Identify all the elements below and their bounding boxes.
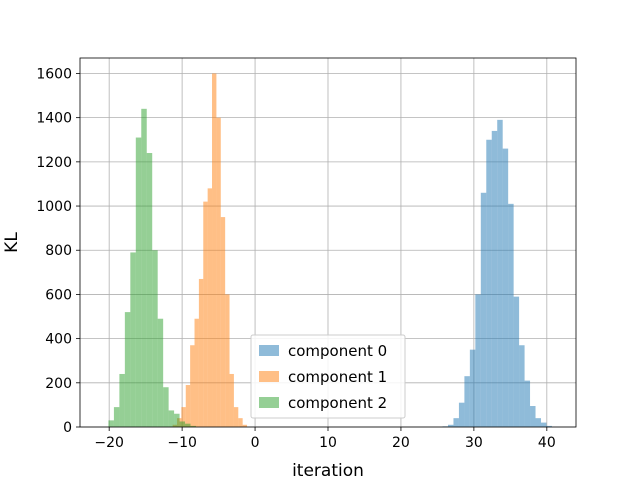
bar-series-1 xyxy=(194,318,199,427)
bar-series-1 xyxy=(181,407,186,427)
x-tick-label: −10 xyxy=(167,435,197,451)
bar-series-2 xyxy=(174,413,180,427)
bar-series-1 xyxy=(185,385,191,427)
bar-series-0 xyxy=(491,130,498,427)
bar-series-1 xyxy=(198,278,204,427)
legend-entry-label: component 0 xyxy=(288,342,387,360)
y-tick-label: 200 xyxy=(45,376,72,392)
x-tick-label: 0 xyxy=(251,435,260,451)
legend-box xyxy=(250,334,406,419)
bar-series-1 xyxy=(216,117,221,427)
bar-series-2 xyxy=(113,407,120,427)
x-tick-label: −20 xyxy=(94,435,124,451)
x-tick-label: 20 xyxy=(392,435,410,451)
bar-series-2 xyxy=(185,423,191,427)
bar-series-1 xyxy=(225,294,230,427)
bar-series-0 xyxy=(530,406,536,427)
bar-series-0 xyxy=(475,294,481,427)
bar-series-1 xyxy=(203,201,208,427)
bar-series-1 xyxy=(229,373,234,427)
bar-series-2 xyxy=(108,420,114,427)
legend-swatch xyxy=(259,371,279,382)
y-tick-label: 1200 xyxy=(36,155,72,171)
bar-series-2 xyxy=(163,387,169,427)
y-tick-label: 600 xyxy=(45,287,72,303)
legend-swatch xyxy=(259,345,279,356)
bar-series-2 xyxy=(130,252,136,427)
bar-series-1 xyxy=(220,217,226,427)
bar-series-2 xyxy=(152,250,158,427)
legend-swatch xyxy=(259,397,279,408)
bar-series-1 xyxy=(190,345,195,427)
bar-series-0 xyxy=(519,345,525,427)
legend-entry-label: component 2 xyxy=(288,394,387,412)
bar-series-2 xyxy=(190,425,196,427)
bar-series-2 xyxy=(179,421,186,427)
bar-series-1 xyxy=(212,73,217,427)
bar-series-0 xyxy=(502,148,509,427)
bar-series-2 xyxy=(135,137,142,427)
bar-series-0 xyxy=(469,349,476,427)
y-tick-label: 400 xyxy=(45,332,72,348)
x-tick-label: 30 xyxy=(465,435,483,451)
histogram-bars xyxy=(108,73,552,428)
bar-series-0 xyxy=(497,119,503,428)
bar-series-2 xyxy=(157,318,164,427)
bar-series-1 xyxy=(238,418,243,427)
y-tick-label: 800 xyxy=(45,243,72,259)
bar-series-1 xyxy=(242,424,248,427)
x-tick-label: 10 xyxy=(319,435,337,451)
y-tick-label: 1000 xyxy=(36,199,72,215)
legend-entry-label: component 1 xyxy=(288,368,387,386)
bar-series-0 xyxy=(546,425,552,427)
x-axis-label: iteration xyxy=(292,461,364,480)
bar-series-0 xyxy=(447,424,454,427)
bar-series-0 xyxy=(458,402,465,427)
y-tick-label: 1600 xyxy=(36,66,72,82)
bar-series-2 xyxy=(119,373,125,427)
bar-series-0 xyxy=(464,376,470,427)
bar-series-0 xyxy=(508,203,514,427)
bar-series-2 xyxy=(141,108,147,427)
bar-series-1 xyxy=(233,407,239,427)
bar-series-2 xyxy=(168,410,175,427)
y-axis-label: KL xyxy=(2,232,22,253)
bar-series-1 xyxy=(207,188,213,427)
legend: component 0 component 1 component 2 xyxy=(250,334,406,419)
bar-series-0 xyxy=(524,380,531,427)
bar-series-0 xyxy=(540,422,547,427)
bar-series-0 xyxy=(535,418,541,427)
bar-series-0 xyxy=(480,192,487,427)
x-tick-label: 40 xyxy=(538,435,556,451)
bar-series-0 xyxy=(453,418,459,427)
bar-series-0 xyxy=(513,296,520,427)
y-tick-label: 1400 xyxy=(36,111,72,127)
bar-series-0 xyxy=(486,139,492,427)
axis-ticks: −20 −10 0 10 20 30 400200400600800100012001400… xyxy=(36,66,555,451)
bar-series-2 xyxy=(146,153,153,428)
y-tick-label: 0 xyxy=(63,420,72,436)
bar-series-2 xyxy=(124,312,131,427)
